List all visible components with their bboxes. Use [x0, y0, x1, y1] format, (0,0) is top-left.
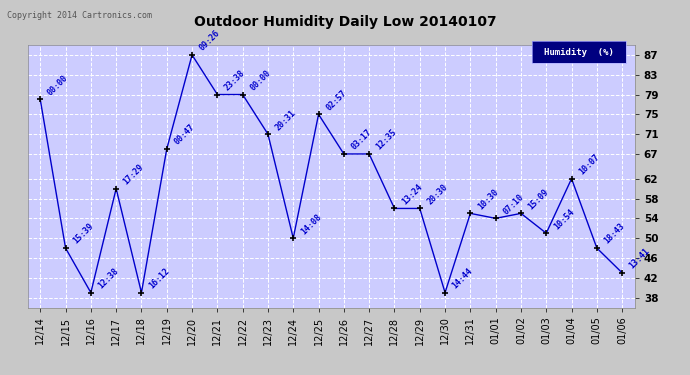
Text: 12:38: 12:38 — [97, 266, 121, 291]
Text: 00:00: 00:00 — [46, 73, 70, 98]
Text: 16:12: 16:12 — [147, 266, 171, 291]
Text: 13:24: 13:24 — [400, 182, 424, 206]
Text: 02:57: 02:57 — [324, 88, 348, 112]
Text: 09:26: 09:26 — [197, 29, 221, 53]
Text: 07:10: 07:10 — [501, 192, 525, 216]
Text: Outdoor Humidity Daily Low 20140107: Outdoor Humidity Daily Low 20140107 — [194, 15, 496, 29]
Text: 00:47: 00:47 — [172, 123, 197, 147]
Text: Copyright 2014 Cartronics.com: Copyright 2014 Cartronics.com — [7, 11, 152, 20]
Text: 20:30: 20:30 — [425, 182, 449, 206]
Text: 14:08: 14:08 — [299, 212, 323, 236]
Text: 15:39: 15:39 — [71, 222, 95, 246]
Text: 10:30: 10:30 — [476, 187, 500, 211]
Text: 00:00: 00:00 — [248, 68, 273, 92]
Text: 03:17: 03:17 — [349, 128, 373, 152]
Text: 12:35: 12:35 — [375, 128, 399, 152]
Text: 14:44: 14:44 — [451, 266, 475, 291]
Text: Humidity  (%): Humidity (%) — [544, 48, 613, 57]
Text: 10:54: 10:54 — [552, 207, 576, 231]
Text: 20:31: 20:31 — [273, 108, 297, 132]
Text: 10:07: 10:07 — [577, 153, 601, 177]
Text: 13:41: 13:41 — [628, 247, 652, 271]
Text: 23:38: 23:38 — [223, 68, 247, 92]
Text: 15:09: 15:09 — [526, 187, 551, 211]
Text: 17:29: 17:29 — [121, 162, 146, 186]
Text: 18:43: 18:43 — [602, 222, 627, 246]
